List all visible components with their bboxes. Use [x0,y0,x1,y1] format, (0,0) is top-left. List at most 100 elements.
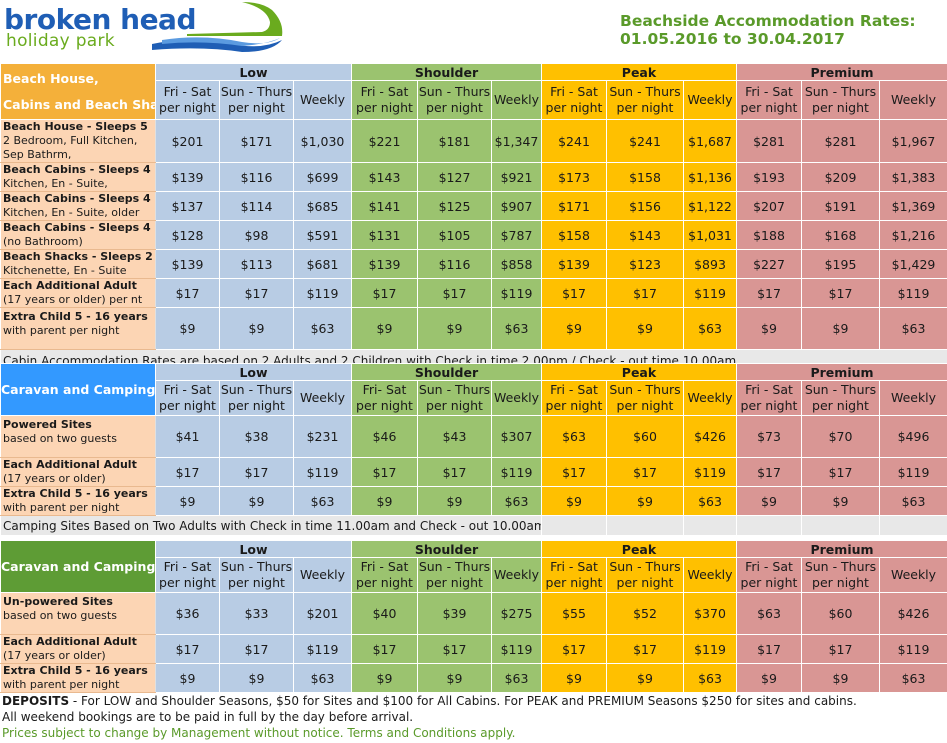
table-row: Beach Shacks - Sleeps 2 Kitchenette, En … [0,249,947,279]
col-header: Fri - Sat per night [541,557,607,593]
season-low: Low [155,540,352,558]
price-cell: $125 [417,191,492,221]
table-row: Extra Child 5 - 16 years with parent per… [0,486,947,516]
price-cell: $36 [155,592,220,635]
price-cell: $158 [541,220,607,250]
row-title: Beach Cabins - Sleeps 4 [3,163,151,177]
price-cell: $1,967 [878,119,947,163]
unpowered-section-header: Caravan and Camping [0,540,156,593]
price-cell: $17 [736,634,802,664]
price-cell: $1,216 [878,220,947,250]
powered-section-header: Caravan and Camping [0,363,156,416]
price-cell: $17 [736,457,802,487]
price-cell: $63 [541,415,607,458]
price-cell: $426 [683,415,737,458]
cabins-header-line-1: Beach House, [3,70,99,86]
page-title: Beachside Accommodation Rates: 01.05.201… [620,12,916,48]
season-low: Low [155,62,352,82]
season-shoulder: Shoulder [351,62,542,82]
deposits-label: DEPOSITS [2,694,70,708]
price-cell: $63 [293,486,352,516]
row-subtitle: (17 years or older) [3,472,106,485]
price-cell: $41 [155,415,220,458]
col-header: Weekly [491,557,542,593]
col-header: Weekly [491,380,542,416]
title-line-2: 01.05.2016 to 30.04.2017 [620,30,845,48]
price-cell: $98 [219,220,294,250]
price-cell: $188 [736,220,802,250]
price-cell: $119 [683,278,737,308]
price-cell: $70 [801,415,880,458]
col-header: Weekly [293,80,352,120]
price-cell: $195 [801,249,880,279]
price-cell: $119 [683,457,737,487]
price-cell: $1,136 [683,162,737,192]
row-title: Extra Child 5 - 16 years [3,310,148,323]
price-cell: $139 [155,162,220,192]
price-cell: $307 [491,415,542,458]
col-header: Weekly [293,380,352,416]
price-cell: $63 [491,307,542,350]
price-cell: $9 [155,307,220,350]
price-cell: $119 [491,278,542,308]
price-cell: $17 [606,457,684,487]
row-title: Beach Shacks - Sleeps 2 [3,250,153,264]
row-title: Beach Cabins - Sleeps 4 [3,221,151,235]
price-cell: $119 [293,634,352,664]
price-cell: $119 [878,634,947,664]
note-blank-cell [801,515,880,536]
table-row: Beach Cabins - Sleeps 4 Kitchen, En - Su… [0,191,947,221]
price-cell: $9 [541,486,607,516]
logo-brand-sub: holiday park [6,31,115,51]
row-subtitle: (no Bathroom) [3,235,83,248]
season-peak: Peak [541,62,737,82]
price-cell: $241 [541,119,607,163]
price-cell: $496 [878,415,947,458]
price-cell: $9 [219,663,294,693]
row-title: Each Additional Adult [3,458,137,472]
price-cell: $9 [541,663,607,693]
price-cell: $63 [683,307,737,350]
price-cell: $63 [736,592,802,635]
price-cell: $52 [606,592,684,635]
price-cell: $171 [219,119,294,163]
price-cell: $893 [683,249,737,279]
price-cell: $139 [155,249,220,279]
price-cell: $201 [293,592,352,635]
col-header: Fri - Sat per night [155,557,220,593]
price-cell: $9 [606,663,684,693]
wave-logo-icon [152,2,283,52]
price-cell: $17 [417,457,492,487]
table-row: Each Additional Adult (17 years or older… [0,634,947,664]
price-cell: $17 [351,457,418,487]
col-header: Fri- Sat per night [351,380,418,416]
price-cell: $40 [351,592,418,635]
price-cell: $9 [606,486,684,516]
price-cell: $1,031 [683,220,737,250]
col-header: Weekly [683,557,737,593]
col-header: Sun - Thurs per night [801,557,880,593]
price-cell: $9 [541,307,607,350]
row-subtitle: based on two guests [3,609,117,622]
price-cell: $63 [293,307,352,350]
note-blank-cell [736,515,802,536]
price-cell: $17 [219,278,294,308]
price-cell: $128 [155,220,220,250]
price-cell: $63 [878,307,947,350]
price-cell: $17 [351,278,418,308]
price-cell: $9 [736,663,802,693]
season-shoulder: Shoulder [351,540,542,558]
price-cell: $191 [801,191,880,221]
price-cell: $9 [219,486,294,516]
price-cell: $221 [351,119,418,163]
col-header: Fri - Sat per night [155,80,220,120]
price-cell: $63 [683,486,737,516]
season-premium: Premium [735,62,947,82]
row-subtitle-2: Sep Bathrm, [3,148,72,161]
price-cell: $17 [219,457,294,487]
col-header: Sun - Thurs per night [219,557,294,593]
price-cell: $43 [417,415,492,458]
row-description: Each Additional Adult (17 years or older… [0,634,156,664]
season-peak: Peak [541,540,737,558]
price-cell: $9 [736,486,802,516]
